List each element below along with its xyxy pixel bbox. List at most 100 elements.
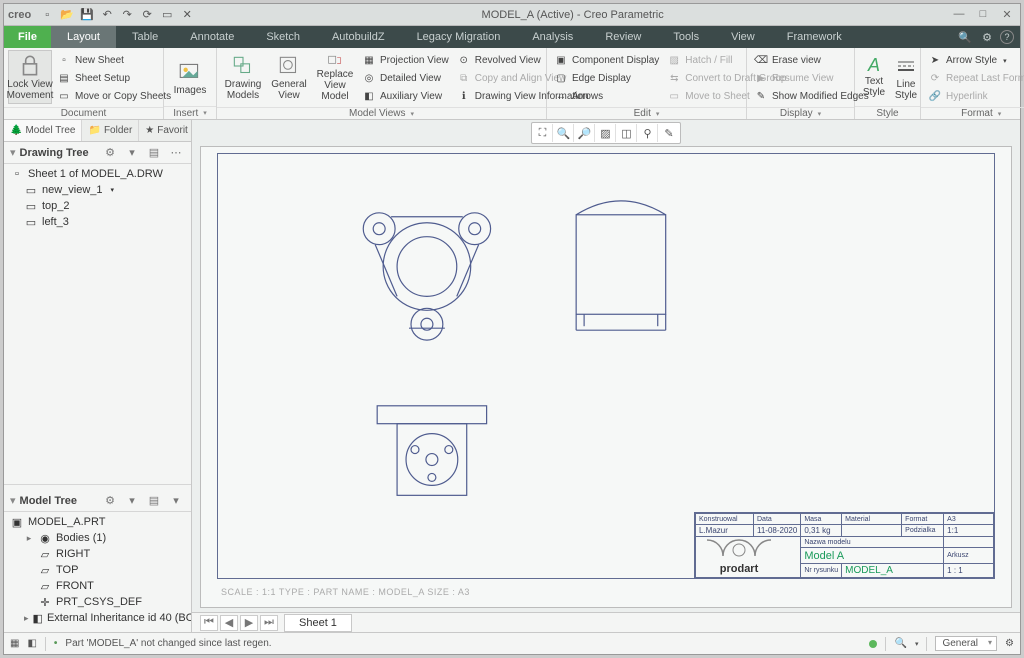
drawing-models-button[interactable]: Drawing Models	[221, 50, 265, 104]
tree-settings-icon[interactable]: ▾	[123, 144, 141, 162]
close-win-icon[interactable]: ✕	[179, 7, 195, 23]
redo-icon[interactable]: ↷	[119, 7, 135, 23]
revolved-icon: ⊙	[457, 54, 471, 68]
group-modelviews-caption[interactable]: Model Views	[217, 107, 546, 119]
tree-node-plane[interactable]: ▱TOP	[6, 562, 189, 578]
arrow-style-button[interactable]: ➤Arrow Style▾	[925, 52, 1024, 69]
tree-node-csys[interactable]: ✛PRT_CSYS_DEF	[6, 594, 189, 610]
drawing-canvas[interactable]: Konstruowal Data Masa Material Format A3…	[200, 146, 1012, 608]
images-button[interactable]: Images	[168, 50, 212, 104]
display-style-icon[interactable]: ◫	[617, 124, 637, 142]
undo-icon[interactable]: ↶	[99, 7, 115, 23]
show-modified-button[interactable]: ✎Show Modified Edges	[751, 88, 872, 105]
projection-view-button[interactable]: ▦Projection View	[359, 52, 452, 69]
tab-file[interactable]: File	[4, 26, 51, 48]
tree-node-view[interactable]: ▭new_view_1▾	[6, 182, 189, 198]
mtree-opt4-icon[interactable]: ▾	[167, 492, 185, 510]
lock-view-button[interactable]: Lock View Movement	[8, 50, 52, 104]
maximize-button[interactable]: □	[974, 8, 992, 21]
open-icon[interactable]: 📂	[59, 7, 75, 23]
collapse-icon[interactable]: ▾	[10, 494, 16, 507]
group-format-caption[interactable]: Format	[921, 107, 1024, 119]
auxiliary-view-button[interactable]: ◧Auxiliary View	[359, 88, 452, 105]
group-insert-caption[interactable]: Insert	[164, 106, 216, 119]
general-view-button[interactable]: General View	[267, 50, 311, 104]
tree-node-ext[interactable]: ▸◧External Inheritance id 40 (BODY.PRT)	[6, 610, 189, 626]
tree-node-plane[interactable]: ▱RIGHT	[6, 546, 189, 562]
status-icon2[interactable]: ◧	[27, 638, 36, 649]
mtree-opt3-icon[interactable]: ▤	[145, 492, 163, 510]
tree-node-part[interactable]: ▣MODEL_A.PRT	[6, 514, 189, 530]
tab-annotate[interactable]: Annotate	[174, 26, 250, 48]
tab-autobuildz[interactable]: AutobuildZ	[316, 26, 401, 48]
selection-filter[interactable]: General	[935, 636, 997, 651]
ext-icon: ◧	[33, 611, 43, 625]
annot-icon[interactable]: ✎	[659, 124, 679, 142]
group-display-caption[interactable]: Display	[747, 107, 854, 119]
last-sheet-icon[interactable]: ⏭	[260, 615, 278, 631]
line-style-button[interactable]: Line Style	[891, 50, 921, 104]
windows-icon[interactable]: ▭	[159, 7, 175, 23]
status-icon1[interactable]: ▦	[10, 638, 19, 649]
prev-sheet-icon[interactable]: ◀	[220, 615, 238, 631]
save-icon[interactable]: 💾	[79, 7, 95, 23]
regen-icon[interactable]: ⟳	[139, 7, 155, 23]
zoom-in-icon[interactable]: 🔍	[554, 124, 574, 142]
arrow-style-icon: ➤	[928, 54, 942, 68]
edge-display-button[interactable]: ▢Edge Display	[551, 70, 662, 87]
new-sheet-button[interactable]: ▫New Sheet	[54, 52, 174, 69]
tree-show-icon[interactable]: ▤	[145, 144, 163, 162]
panel-tab-modeltree[interactable]: 🌲Model Tree	[4, 120, 82, 141]
search-icon[interactable]: 🔍	[956, 28, 974, 46]
close-button[interactable]: ✕	[998, 8, 1016, 21]
repaint-icon[interactable]: ▨	[596, 124, 616, 142]
collapse-icon[interactable]: ▾	[10, 146, 16, 159]
tree-filter-icon[interactable]: ⚙	[101, 144, 119, 162]
tree-node-view[interactable]: ▭top_2	[6, 198, 189, 214]
group-edit-caption[interactable]: Edit	[547, 107, 746, 119]
new-sheet-icon: ▫	[57, 54, 71, 68]
zoom-fit-icon[interactable]: ⛶	[533, 124, 553, 142]
help-icon[interactable]: ?	[1000, 30, 1014, 44]
tab-layout[interactable]: Layout	[51, 26, 116, 48]
tree-node-root[interactable]: ▫Sheet 1 of MODEL_A.DRW	[6, 166, 189, 182]
component-display-button[interactable]: ▣Component Display	[551, 52, 662, 69]
tab-sketch[interactable]: Sketch	[250, 26, 316, 48]
component-icon: ▣	[554, 54, 568, 68]
replace-view-button[interactable]: Replace View Model	[313, 50, 357, 104]
arrows-button[interactable]: ↔Arrows	[551, 88, 662, 105]
mtree-opt1-icon[interactable]: ⚙	[101, 492, 119, 510]
panel-tab-favorites[interactable]: ★Favorit	[139, 120, 191, 141]
tab-legacy[interactable]: Legacy Migration	[401, 26, 517, 48]
tab-framework[interactable]: Framework	[771, 26, 858, 48]
lock-view-label: Lock View Movement	[7, 79, 54, 101]
sheet-tab[interactable]: Sheet 1	[284, 614, 352, 632]
panel-tab-folder[interactable]: 📁Folder	[82, 120, 139, 141]
text-style-button[interactable]: AText Style	[859, 50, 889, 104]
tree-node-plane[interactable]: ▱FRONT	[6, 578, 189, 594]
drawing-models-icon	[230, 53, 256, 79]
tab-view[interactable]: View	[715, 26, 771, 48]
tab-analysis[interactable]: Analysis	[516, 26, 589, 48]
sheet-setup-button[interactable]: ▤Sheet Setup	[54, 70, 174, 87]
tree-node-view[interactable]: ▭left_3	[6, 214, 189, 230]
next-sheet-icon[interactable]: ▶	[240, 615, 258, 631]
tab-tools[interactable]: Tools	[657, 26, 715, 48]
tab-review[interactable]: Review	[589, 26, 657, 48]
tab-table[interactable]: Table	[116, 26, 174, 48]
minimize-button[interactable]: —	[950, 8, 968, 21]
settings-icon[interactable]: ⚙	[978, 28, 996, 46]
tree-node-bodies[interactable]: ▸◉Bodies (1)	[6, 530, 189, 546]
ref-icon[interactable]: ⚲	[638, 124, 658, 142]
tree-options-icon[interactable]: ⋯	[167, 144, 185, 162]
star-icon: ★	[145, 125, 154, 136]
first-sheet-icon[interactable]: ⏮	[200, 615, 218, 631]
move-sheets-button[interactable]: ▭Move or Copy Sheets	[54, 88, 174, 105]
detailed-view-button[interactable]: ◎Detailed View	[359, 70, 452, 87]
erase-view-button[interactable]: ⌫Erase view	[751, 52, 872, 69]
mtree-opt2-icon[interactable]: ▾	[123, 492, 141, 510]
new-icon[interactable]: ▫	[39, 7, 55, 23]
zoom-out-icon[interactable]: 🔎	[575, 124, 595, 142]
find-icon[interactable]: 🔍	[894, 638, 906, 649]
filter-icon[interactable]: ⚙	[1005, 638, 1014, 649]
